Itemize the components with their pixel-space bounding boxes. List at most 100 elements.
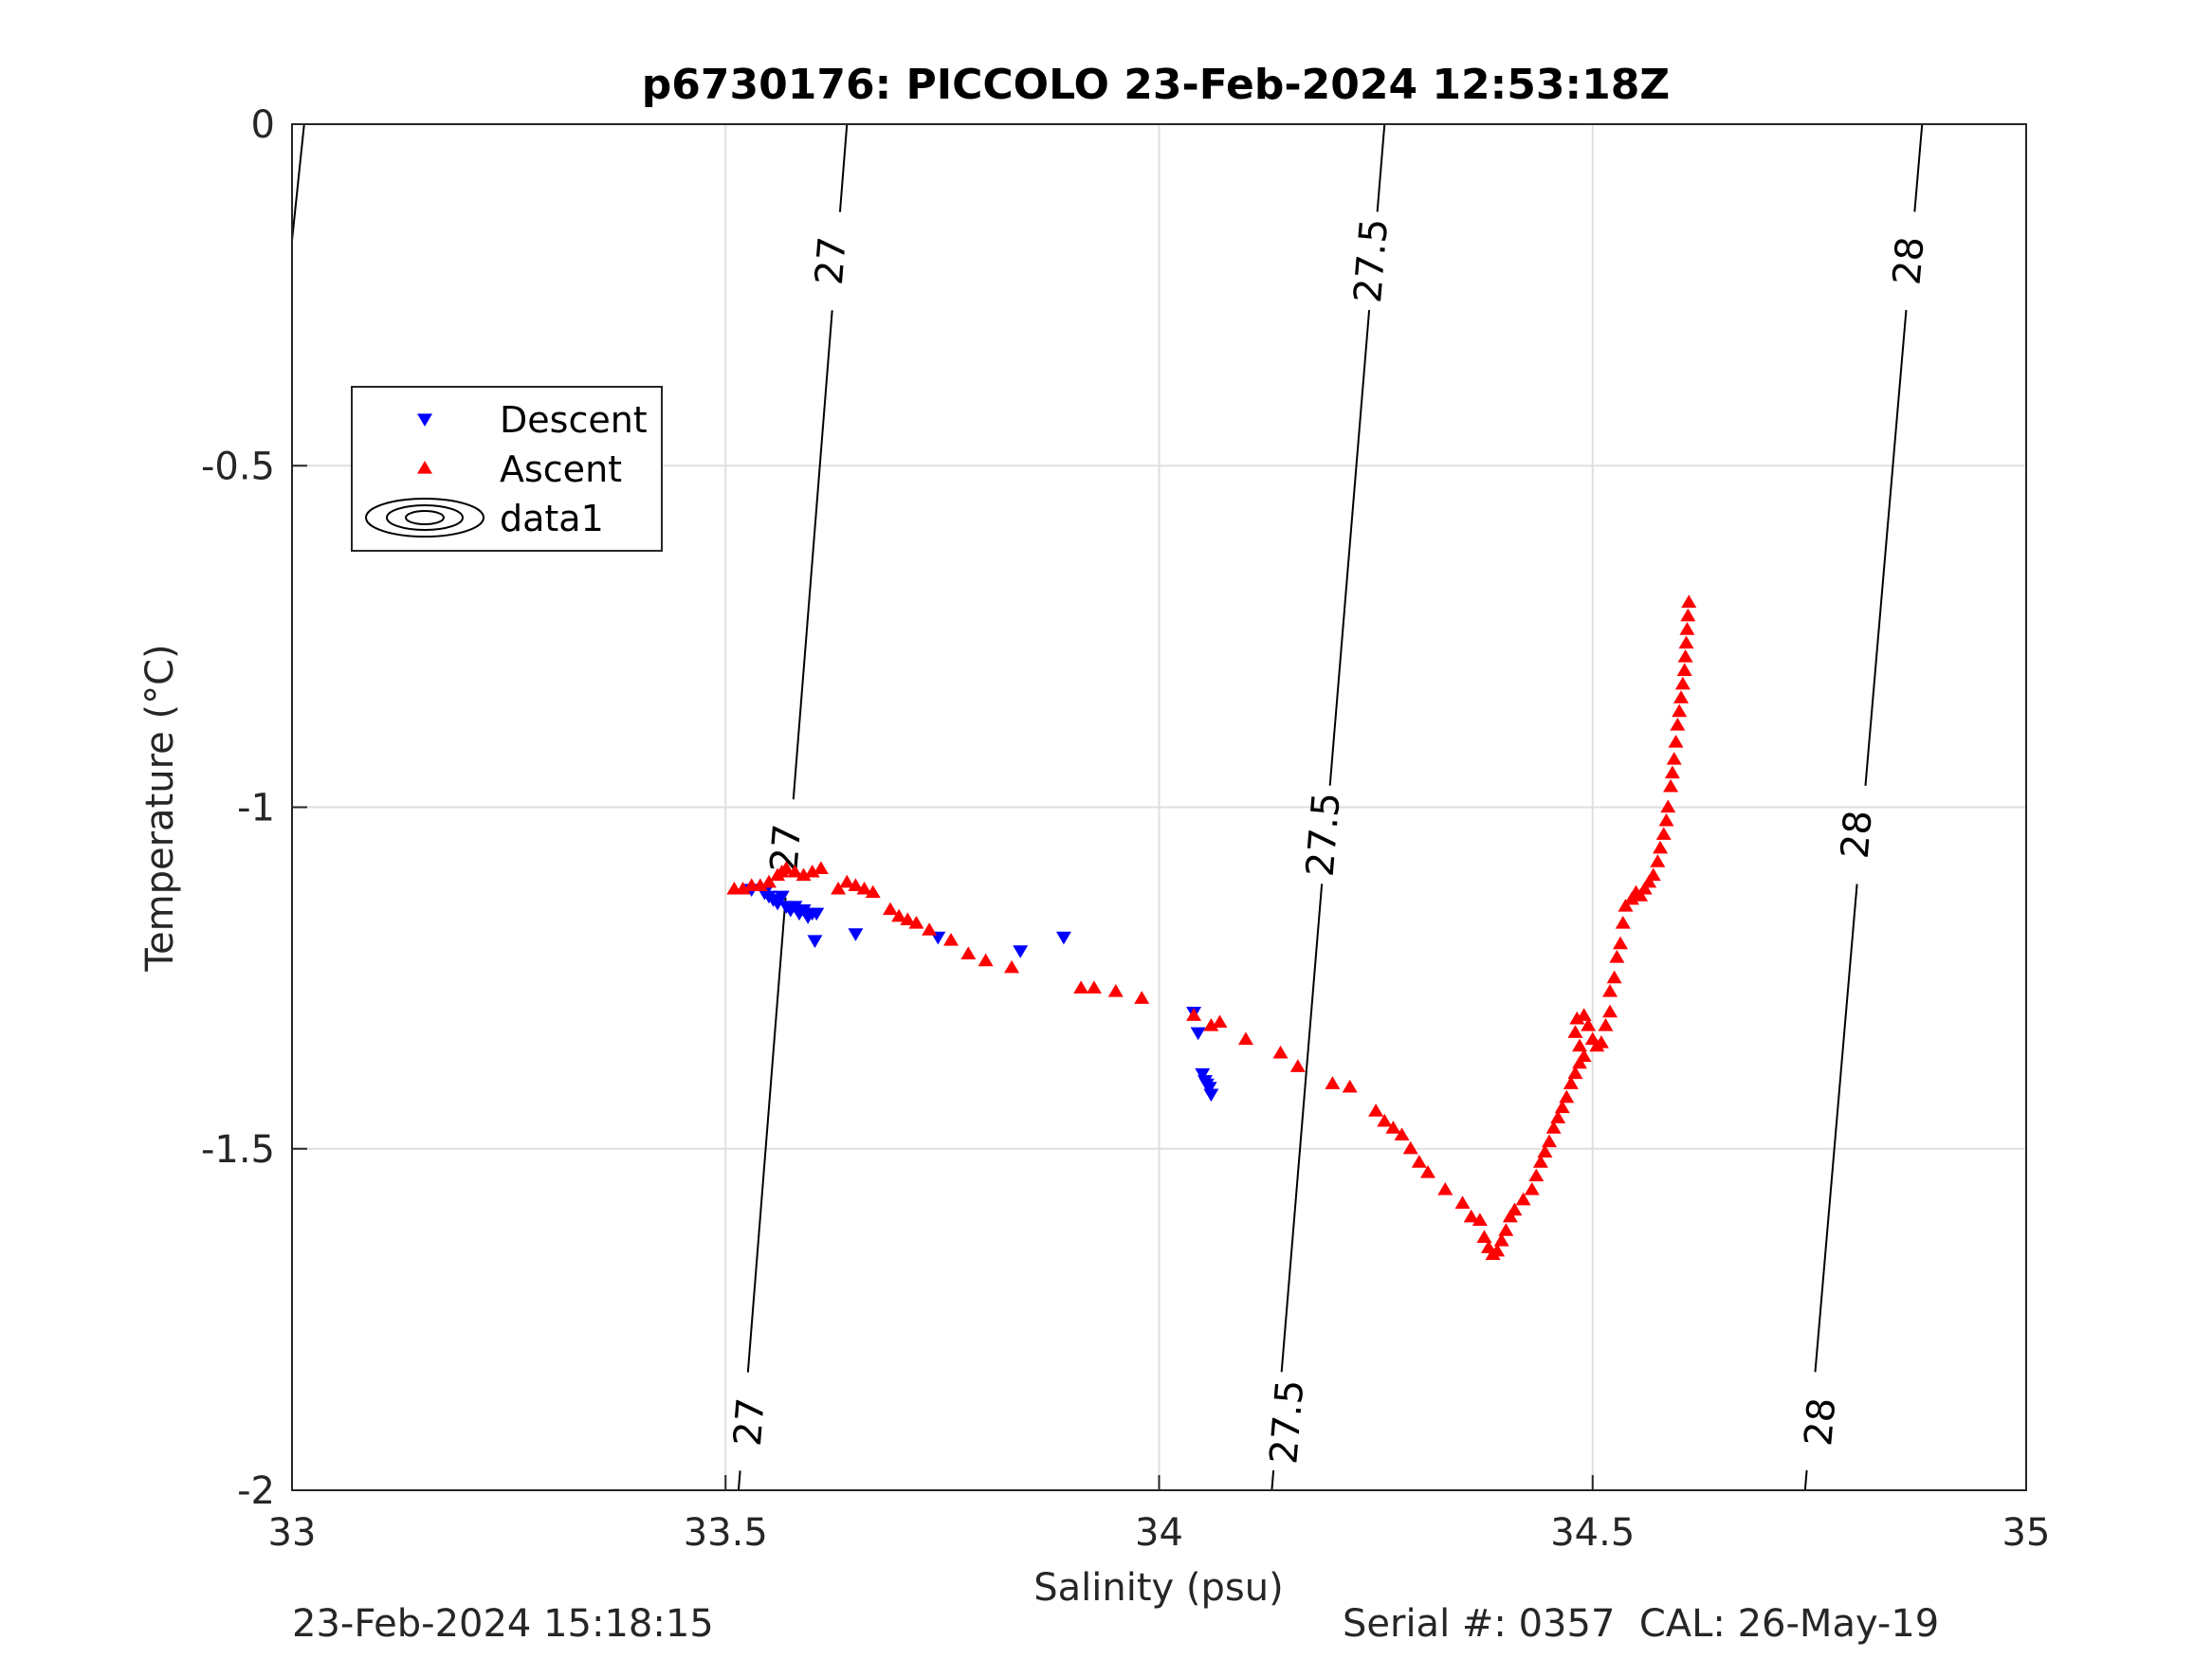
ascent-marker xyxy=(1377,1113,1393,1127)
ascent-marker xyxy=(1419,1164,1435,1178)
x-tick-label: 34 xyxy=(1135,1511,1183,1555)
grid xyxy=(292,124,2026,1490)
ascent-marker xyxy=(1672,703,1688,718)
ascent-marker xyxy=(1598,1018,1614,1031)
footer-serial-cal: Serial #: 0357 CAL: 26-May-19 xyxy=(1343,1602,1940,1646)
ascent-marker xyxy=(1679,622,1695,635)
ascent-marker xyxy=(831,881,847,895)
ascent-marker xyxy=(1212,1014,1228,1029)
contour-line-28 xyxy=(1913,123,1924,212)
ascent-marker xyxy=(1602,984,1618,997)
legend-contour-icon xyxy=(365,498,484,538)
ascent-marker xyxy=(813,861,829,874)
ascent-marker xyxy=(1532,1155,1548,1168)
ascent-marker xyxy=(1563,1076,1579,1089)
y-tick-label: -1.5 xyxy=(201,1128,275,1172)
ascent-marker xyxy=(839,874,855,888)
ascent-marker xyxy=(1674,676,1691,690)
ascent-marker xyxy=(1237,1031,1253,1046)
ascent-marker xyxy=(1615,915,1631,929)
ascent-marker xyxy=(1454,1195,1471,1209)
ascent-marker xyxy=(1678,635,1694,649)
ascent-marker xyxy=(1086,980,1102,994)
ascent-marker xyxy=(1437,1181,1453,1195)
ascent-marker xyxy=(1203,1018,1219,1031)
contour-label: 27 xyxy=(808,235,855,286)
ascent-marker xyxy=(883,902,899,916)
y-axis-ticks: 0 -0.5 -1 -1.5 -2 xyxy=(201,103,307,1513)
ascent-marker xyxy=(795,867,812,882)
ascent-marker xyxy=(900,912,916,925)
ascent-marker xyxy=(1658,812,1674,827)
ascent-marker xyxy=(1476,1230,1492,1244)
descent-marker xyxy=(1201,1082,1217,1095)
ascent-marker xyxy=(1650,854,1666,867)
ascent-marker xyxy=(1394,1127,1410,1140)
ascent-marker xyxy=(760,874,777,888)
ascent-marker xyxy=(908,915,924,929)
contour-line-27.5 xyxy=(1376,123,1386,212)
ascent-marker xyxy=(1623,891,1639,905)
ascent-marker xyxy=(1567,1066,1583,1080)
ascent-marker xyxy=(1572,1055,1588,1069)
legend-box xyxy=(351,386,663,552)
ascent-marker xyxy=(1602,1004,1618,1018)
descent-marker xyxy=(787,901,803,914)
ascent-marker xyxy=(960,946,977,960)
ascent-marker xyxy=(1670,718,1686,731)
ascent-marker xyxy=(1498,1223,1514,1236)
ascent-marker xyxy=(891,908,907,922)
y-tick-label: 0 xyxy=(251,103,275,147)
ascent-marker xyxy=(1581,1018,1597,1031)
ascent-marker xyxy=(856,881,872,895)
contour-line-27.5 xyxy=(1271,1469,1275,1491)
contour-label: 27.5 xyxy=(1299,791,1349,879)
ascent-marker xyxy=(1107,984,1124,997)
ascent-marker xyxy=(1660,799,1676,813)
descent-marker xyxy=(1203,1088,1219,1103)
legend-marker-descent xyxy=(417,413,432,427)
ascent-marker xyxy=(1576,1008,1592,1021)
contour-label: 28 xyxy=(1834,809,1881,861)
ascent-marker xyxy=(1613,936,1629,950)
contour-line-28 xyxy=(1803,1469,1808,1491)
ascent-marker xyxy=(1572,1038,1588,1052)
ascent-marker xyxy=(1593,1035,1609,1048)
ascent-marker xyxy=(1681,594,1697,608)
y-axis-label: Temperature (°C) xyxy=(138,644,182,972)
ascent-marker xyxy=(1472,1212,1488,1227)
x-tick-label: 33.5 xyxy=(684,1511,768,1555)
ascent-marker xyxy=(922,922,938,936)
ascent-marker xyxy=(1633,888,1649,902)
ascent-marker xyxy=(1402,1140,1418,1155)
ascent-marker xyxy=(1663,778,1679,793)
contour-label: 27.5 xyxy=(1346,217,1397,305)
legend-contour-icon xyxy=(386,504,464,531)
contour-line-27.5 xyxy=(1328,309,1371,786)
ascent-marker xyxy=(1545,1121,1562,1134)
ascent-marker xyxy=(1567,1025,1583,1038)
contour-line-28 xyxy=(1864,309,1908,786)
ascent-marker xyxy=(1186,1008,1202,1021)
ascent-marker xyxy=(1515,1192,1531,1206)
ascent-marker xyxy=(1463,1209,1479,1223)
contour-line-27 xyxy=(792,310,833,800)
contour-label: 28 xyxy=(1885,235,1932,287)
contour-line-27 xyxy=(746,897,787,1373)
ascent-marker xyxy=(1385,1121,1401,1134)
ascent-marker xyxy=(1618,898,1634,912)
ascent-marker xyxy=(1666,752,1682,765)
ascent-marker xyxy=(943,932,960,946)
ascent-marker xyxy=(1537,1144,1553,1158)
legend: Descent Ascent data1 xyxy=(351,386,663,552)
ascent-marker xyxy=(1641,874,1657,888)
ascent-marker xyxy=(778,861,795,874)
y-tick-label: -1 xyxy=(237,787,275,830)
x-tick-label: 34.5 xyxy=(1550,1511,1635,1555)
ascent-marker xyxy=(1493,1233,1509,1247)
ascent-marker xyxy=(1636,881,1653,895)
descent-marker xyxy=(809,907,825,921)
ascent-marker xyxy=(865,884,881,899)
ascent-marker xyxy=(1325,1076,1341,1089)
